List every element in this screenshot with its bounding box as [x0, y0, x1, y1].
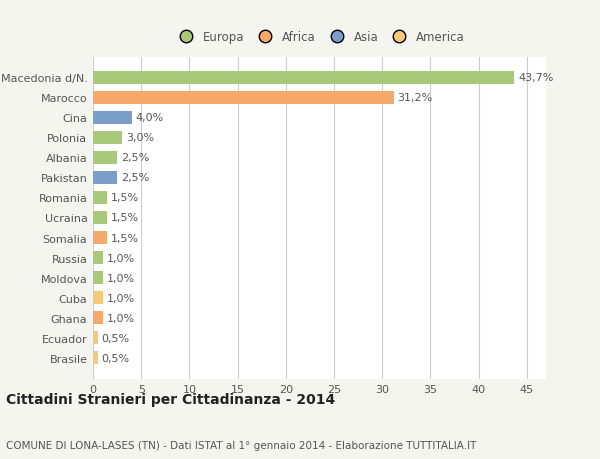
Bar	[93, 252, 103, 264]
Bar	[93, 152, 117, 164]
Text: 1,5%: 1,5%	[112, 213, 139, 223]
Bar	[93, 332, 98, 344]
Bar	[93, 92, 394, 104]
Text: 3,0%: 3,0%	[126, 133, 154, 143]
Text: 1,0%: 1,0%	[106, 293, 134, 303]
Bar	[93, 192, 107, 204]
Bar	[93, 112, 131, 124]
Bar	[93, 292, 103, 304]
Text: COMUNE DI LONA-LASES (TN) - Dati ISTAT al 1° gennaio 2014 - Elaborazione TUTTITA: COMUNE DI LONA-LASES (TN) - Dati ISTAT a…	[6, 440, 476, 450]
Text: 1,0%: 1,0%	[106, 273, 134, 283]
Bar	[93, 72, 514, 84]
Text: 1,0%: 1,0%	[106, 313, 134, 323]
Text: 4,0%: 4,0%	[136, 113, 164, 123]
Text: 43,7%: 43,7%	[518, 73, 553, 83]
Bar	[93, 352, 98, 364]
Text: Cittadini Stranieri per Cittadinanza - 2014: Cittadini Stranieri per Cittadinanza - 2…	[6, 392, 335, 406]
Text: 0,5%: 0,5%	[101, 353, 130, 363]
Bar	[93, 212, 107, 224]
Legend: Europa, Africa, Asia, America: Europa, Africa, Asia, America	[170, 26, 469, 49]
Text: 1,5%: 1,5%	[112, 193, 139, 203]
Bar	[93, 172, 117, 184]
Text: 31,2%: 31,2%	[398, 93, 433, 103]
Bar	[93, 272, 103, 284]
Text: 0,5%: 0,5%	[101, 333, 130, 343]
Bar	[93, 312, 103, 324]
Text: 2,5%: 2,5%	[121, 153, 149, 163]
Text: 2,5%: 2,5%	[121, 173, 149, 183]
Text: 1,5%: 1,5%	[112, 233, 139, 243]
Text: 1,0%: 1,0%	[106, 253, 134, 263]
Bar	[93, 132, 122, 144]
Bar	[93, 232, 107, 244]
